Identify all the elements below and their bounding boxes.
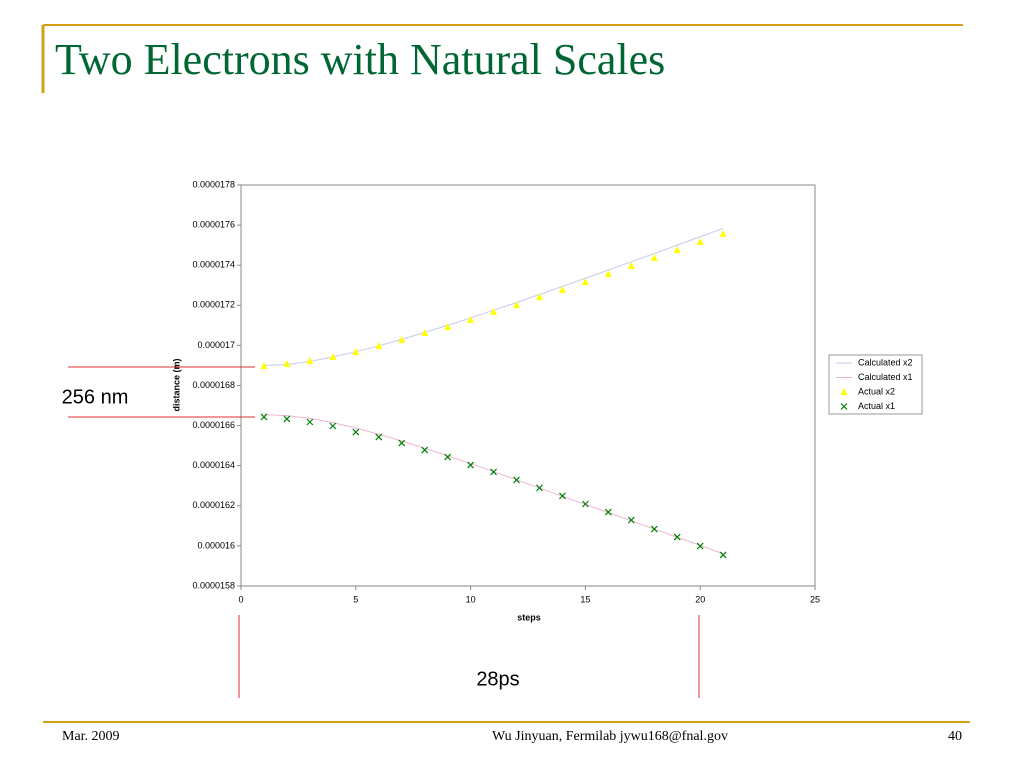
- marker: [329, 422, 337, 430]
- y-tick-label: 0.0000166: [192, 420, 235, 430]
- y-tick-label: 0.0000162: [192, 500, 235, 510]
- marker: [398, 335, 406, 343]
- legend-label: Actual x1: [858, 401, 895, 411]
- annotation: 28ps: [476, 668, 519, 690]
- marker: [696, 237, 704, 245]
- marker: [719, 229, 727, 237]
- marker: [398, 439, 406, 447]
- marker: [306, 418, 314, 426]
- marker: [490, 307, 498, 315]
- marker: [513, 301, 521, 309]
- marker: [536, 484, 543, 492]
- marker: [260, 413, 268, 421]
- x-tick-label: 25: [810, 594, 820, 604]
- x-tick-label: 20: [695, 594, 705, 604]
- y-tick-label: 0.0000172: [192, 300, 235, 310]
- y-tick-label: 0.0000176: [192, 219, 235, 229]
- y-tick-label: 0.0000164: [192, 460, 235, 470]
- marker: [329, 353, 337, 361]
- marker: [627, 516, 635, 524]
- slide-title: Two Electrons with Natural Scales: [55, 35, 665, 84]
- marker: [673, 245, 681, 253]
- marker: [696, 542, 704, 550]
- footer-author: Wu Jinyuan, Fermilab jywu168@fnal.gov: [492, 729, 728, 744]
- marker: [467, 315, 475, 323]
- x-tick-label: 15: [580, 594, 590, 604]
- marker: [260, 362, 268, 370]
- marker: [581, 500, 589, 508]
- marker: [283, 360, 291, 368]
- x-axis-label: steps: [517, 612, 541, 622]
- y-tick-label: 0.0000178: [192, 179, 235, 189]
- y-axis-label: distance (m): [171, 358, 181, 411]
- marker: [421, 446, 429, 454]
- marker: [444, 453, 452, 461]
- annotation: 256 nm: [62, 386, 129, 408]
- marker: [673, 533, 681, 541]
- marker: [375, 342, 383, 350]
- marker: [467, 461, 475, 469]
- x-tick-label: 5: [353, 594, 358, 604]
- y-tick-label: 0.000016: [197, 540, 235, 550]
- marker: [306, 357, 314, 365]
- marker: [352, 428, 360, 436]
- marker: [444, 322, 452, 330]
- x-tick-label: 0: [238, 594, 243, 604]
- legend-box: [828, 354, 923, 415]
- legend-label: Calculated x2: [858, 357, 913, 367]
- marker: [421, 328, 429, 336]
- marker: [604, 270, 612, 278]
- marker: [650, 525, 658, 533]
- legend-swatch: [840, 388, 848, 395]
- footer-date: Mar. 2009: [62, 729, 120, 744]
- marker: [535, 293, 543, 301]
- y-tick-label: 0.0000158: [192, 580, 235, 590]
- marker: [558, 286, 566, 294]
- marker: [627, 262, 635, 270]
- y-tick-label: 0.0000174: [192, 260, 235, 270]
- x-tick-label: 10: [466, 594, 476, 604]
- marker: [719, 551, 727, 559]
- marker: [650, 253, 658, 261]
- marker: [375, 433, 383, 441]
- marker: [352, 348, 360, 356]
- y-tick-label: 0.0000168: [192, 380, 235, 390]
- legend-swatch: [840, 403, 848, 410]
- plot-area: [240, 184, 816, 587]
- marker: [581, 278, 589, 286]
- marker: [604, 508, 612, 516]
- legend-label: Actual x2: [858, 386, 895, 396]
- legend-label: Calculated x1: [858, 372, 913, 382]
- marker: [283, 415, 291, 423]
- y-tick-label: 0.000017: [197, 340, 235, 350]
- marker: [513, 476, 520, 484]
- marker: [559, 492, 566, 500]
- footer-page: 40: [948, 729, 962, 744]
- marker: [490, 468, 497, 476]
